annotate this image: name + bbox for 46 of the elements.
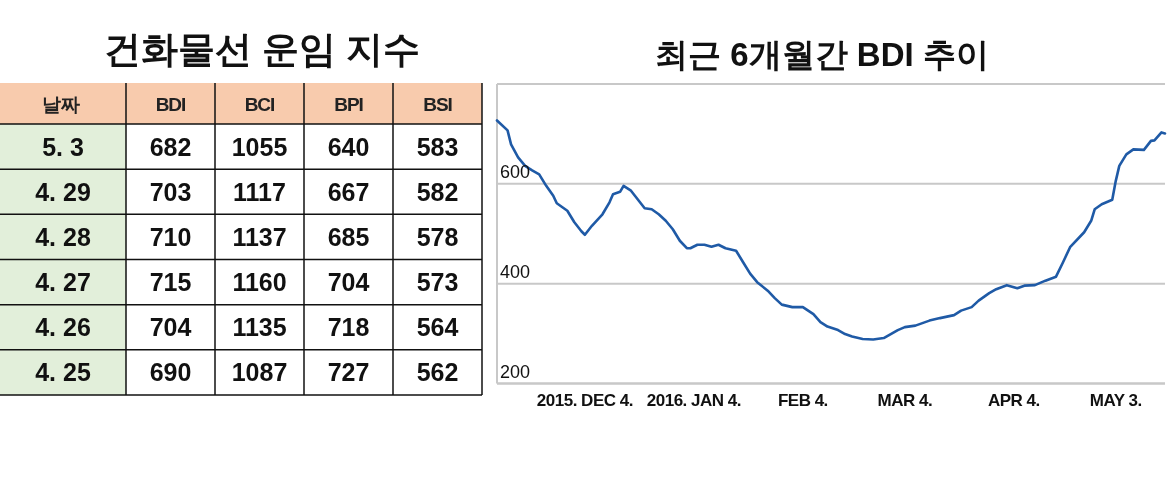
- text: BSI: [423, 93, 453, 115]
- x-tick-label: MAY 3.: [1089, 391, 1142, 410]
- data-label: 640: [327, 132, 370, 161]
- category-label: 4. 25: [35, 358, 91, 387]
- y-tick-label: 600: [500, 161, 531, 182]
- data-label: 718: [327, 313, 370, 342]
- text: BPI: [334, 93, 364, 115]
- data-label: 578: [416, 222, 459, 251]
- data-label: 1117: [233, 177, 286, 206]
- text: 날짜: [42, 93, 80, 115]
- x-tick-label: 2016. JAN 4.: [646, 391, 741, 410]
- chart-title: 최근 6개월간 BDI 추이: [655, 36, 989, 73]
- data-label: 573: [416, 268, 459, 297]
- category-label: 4. 28: [35, 222, 91, 251]
- category-label: 4. 29: [35, 177, 91, 206]
- x-tick-label: FEB 4.: [777, 391, 828, 410]
- x-tick-label: 2015. DEC 4.: [536, 391, 633, 410]
- data-label: 704: [327, 268, 370, 297]
- data-label: 685: [327, 222, 370, 251]
- y-tick-label: 200: [500, 361, 531, 382]
- text: 건화물선 운임 지수: [103, 29, 421, 70]
- category-label: 5. 3: [42, 132, 84, 161]
- y-tick-label: 400: [500, 261, 531, 282]
- data-label: 667: [327, 177, 370, 206]
- data-label: 1160: [232, 268, 287, 297]
- data-label: 704: [149, 313, 192, 342]
- data-label: 1137: [232, 222, 287, 251]
- data-label: 583: [416, 132, 459, 161]
- category-label: 4. 27: [35, 268, 91, 297]
- data-label: 1055: [231, 132, 288, 161]
- data-label: 690: [149, 358, 192, 387]
- category-label: 4. 26: [35, 313, 91, 342]
- data-label: 582: [416, 177, 459, 206]
- data-label: 562: [416, 358, 459, 387]
- data-label: 682: [149, 132, 192, 161]
- data-label: 715: [149, 268, 192, 297]
- data-label: 1087: [231, 358, 288, 387]
- text: BDI: [155, 93, 187, 115]
- text: BCI: [244, 93, 276, 115]
- data-label: 727: [327, 358, 370, 387]
- data-label: 710: [149, 222, 192, 251]
- x-tick-label: MAR 4.: [877, 391, 933, 410]
- data-label: 564: [416, 313, 459, 342]
- x-tick-label: APR 4.: [987, 391, 1040, 410]
- data-label: 703: [149, 177, 192, 206]
- data-label: 1135: [232, 313, 287, 342]
